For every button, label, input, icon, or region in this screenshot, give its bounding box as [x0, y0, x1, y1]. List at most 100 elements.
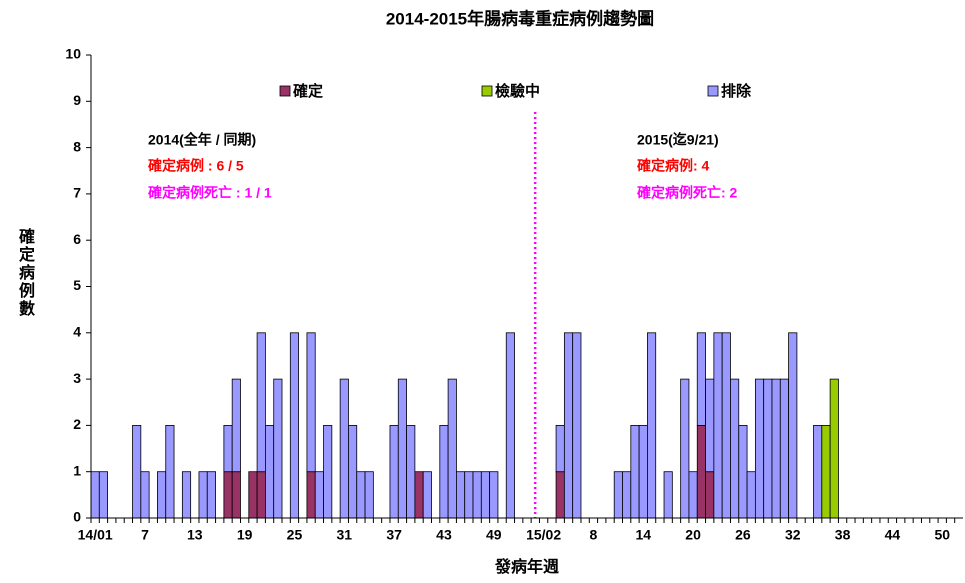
x-tick-label: 50	[934, 527, 950, 543]
bar-segment	[256, 332, 266, 473]
x-tick-label: 8	[590, 527, 598, 543]
bar-segment	[406, 424, 416, 519]
x-tick-label: 13	[187, 527, 203, 543]
x-tick-label: 43	[436, 527, 452, 543]
bar-segment	[647, 332, 657, 519]
y-tick-label: 7	[73, 185, 81, 201]
bar-segment	[788, 332, 798, 519]
bar-segment	[555, 471, 565, 519]
bar-segment	[613, 471, 623, 519]
bar-segment	[356, 471, 366, 519]
y-axis-label: 確定病例數	[16, 228, 33, 318]
bar-segment	[696, 332, 706, 426]
y-tick-label: 2	[73, 416, 81, 432]
bar-segment	[206, 471, 216, 519]
bar-segment	[306, 332, 316, 473]
bar-segment	[323, 424, 333, 519]
bar-segment	[198, 471, 208, 519]
annotation: 2015(迄9/21)	[637, 132, 719, 148]
bar-segment	[630, 424, 640, 519]
y-tick-label: 6	[73, 231, 81, 247]
bar-segment	[821, 424, 831, 519]
legend-swatch	[279, 85, 291, 97]
legend-label: 確定	[292, 82, 323, 100]
x-tick-label: 44	[885, 527, 901, 543]
bar-segment	[140, 471, 150, 519]
bar-segment	[248, 471, 258, 519]
bar-segment	[314, 471, 324, 519]
bar-segment	[348, 424, 358, 519]
bar-segment	[306, 471, 316, 519]
bar-segment	[256, 471, 266, 519]
bar-segment	[90, 471, 100, 519]
bar-segment	[223, 424, 233, 473]
bar-segment	[231, 378, 241, 473]
bar-segment	[705, 378, 715, 473]
bar-segment	[165, 424, 175, 519]
annotation: 2014(全年 / 同期)	[148, 132, 256, 148]
x-tick-label: 37	[386, 527, 402, 543]
bar-segment	[555, 424, 565, 473]
bar-segment	[472, 471, 482, 519]
x-tick-label: 14/01	[78, 527, 113, 543]
annotation: 確定病例死亡 : 1 / 1	[148, 185, 272, 201]
bar-segment	[456, 471, 466, 519]
bar-segment	[464, 471, 474, 519]
annotation: 確定病例 : 6 / 5	[148, 158, 244, 174]
x-tick-label: 49	[486, 527, 502, 543]
chart-title: 2014-2015年腸病毒重症病例趨勢圖	[386, 8, 654, 28]
bar-segment	[622, 471, 632, 519]
bar-segment	[132, 424, 142, 519]
bar-segment	[422, 471, 432, 519]
bar-segment	[754, 378, 765, 519]
bar-segment	[489, 471, 499, 519]
y-tick-label: 3	[73, 370, 81, 386]
bar-segment	[397, 378, 407, 519]
bar-segment	[505, 332, 515, 519]
bar-segment	[721, 332, 731, 519]
bar-segment	[563, 332, 574, 519]
bar-segment	[688, 471, 698, 519]
x-tick-label: 15/02	[526, 527, 561, 543]
y-tick-label: 0	[73, 509, 81, 525]
x-tick-label: 31	[337, 527, 353, 543]
bar-segment	[157, 471, 167, 519]
bar-segment	[339, 378, 349, 519]
y-tick-label: 9	[73, 92, 81, 108]
bar-segment	[730, 378, 740, 519]
bar-segment	[98, 471, 109, 519]
x-tick-label: 25	[287, 527, 303, 543]
legend-swatch	[481, 85, 493, 97]
x-tick-label: 19	[237, 527, 253, 543]
bar-segment	[771, 378, 781, 519]
bar-segment	[638, 424, 648, 519]
bar-segment	[414, 471, 424, 519]
legend-swatch	[707, 85, 719, 97]
bar-segment	[480, 471, 491, 519]
bar-segment	[779, 378, 789, 519]
bar-segment	[439, 424, 449, 519]
y-tick-label: 10	[65, 46, 81, 62]
bar-segment	[389, 424, 399, 519]
bar-segment	[763, 378, 773, 519]
bar-segment	[364, 471, 374, 519]
x-tick-label: 7	[141, 527, 149, 543]
x-tick-label: 38	[835, 527, 851, 543]
annotation: 確定病例死亡: 2	[637, 185, 738, 201]
y-tick-label: 5	[73, 277, 81, 293]
bar-segment	[696, 424, 706, 519]
y-tick-label: 8	[73, 138, 81, 154]
y-tick-label: 4	[73, 324, 81, 340]
bar-segment	[264, 424, 275, 519]
bar-segment	[713, 332, 723, 519]
bar-segment	[181, 471, 192, 519]
bar-segment	[231, 471, 241, 519]
x-tick-label: 32	[785, 527, 801, 543]
bar-segment	[705, 471, 715, 519]
bar-segment	[572, 332, 582, 519]
y-tick-label: 1	[73, 462, 81, 478]
bar-segment	[273, 378, 283, 519]
bar-segment	[223, 471, 233, 519]
